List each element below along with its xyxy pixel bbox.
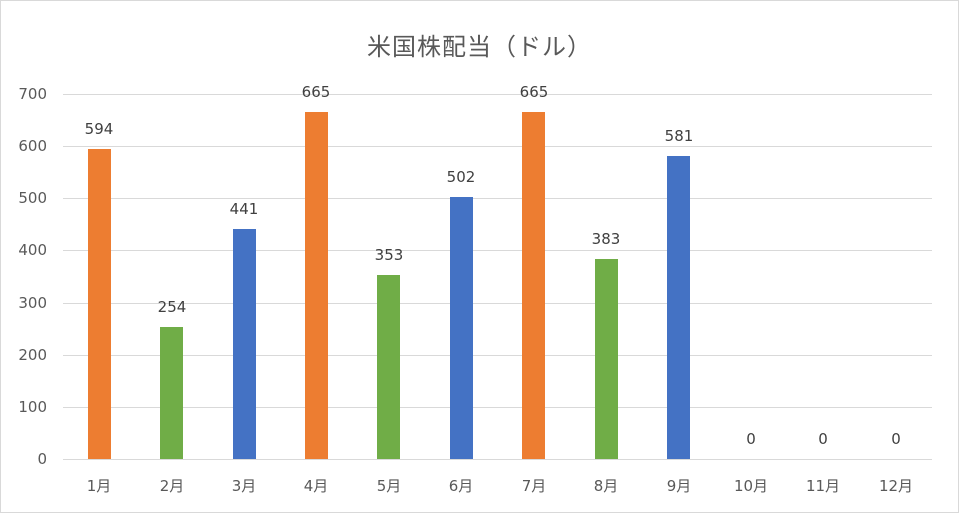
gridline — [63, 198, 932, 199]
data-label: 581 — [664, 127, 694, 145]
data-label: 441 — [229, 200, 259, 218]
bar-8[interactable] — [595, 259, 618, 459]
gridline — [63, 146, 932, 147]
y-axis-tick-label: 600 — [18, 137, 47, 155]
x-axis-tick-label: 7月 — [521, 477, 547, 495]
y-axis-tick-label: 500 — [18, 189, 47, 207]
x-axis-tick-label: 12月 — [878, 477, 914, 495]
x-axis-tick-label: 1月 — [86, 477, 112, 495]
data-label: 383 — [591, 230, 621, 248]
bar-2[interactable] — [160, 327, 183, 459]
data-label: 254 — [157, 298, 187, 316]
y-axis-tick-label: 400 — [18, 241, 47, 259]
data-label: 665 — [519, 83, 549, 101]
x-axis-tick-label: 4月 — [303, 477, 329, 495]
gridline — [63, 355, 932, 356]
x-axis-tick-label: 8月 — [593, 477, 619, 495]
y-axis-tick-label: 0 — [37, 450, 47, 468]
x-axis-tick-label: 3月 — [231, 477, 257, 495]
data-label: 0 — [891, 430, 901, 448]
bar-1[interactable] — [88, 149, 111, 459]
bar-3[interactable] — [233, 229, 256, 459]
x-axis-tick-label: 6月 — [448, 477, 474, 495]
bar-6[interactable] — [450, 197, 473, 459]
data-label: 0 — [818, 430, 828, 448]
data-label: 594 — [84, 120, 114, 138]
x-axis-tick-label: 10月 — [733, 477, 769, 495]
data-label: 502 — [446, 168, 476, 186]
data-label: 353 — [374, 246, 404, 264]
gridline — [63, 407, 932, 408]
chart-title: 米国株配当（ドル） — [367, 33, 592, 61]
gridline — [63, 459, 932, 460]
data-label: 665 — [301, 83, 331, 101]
x-axis-tick-label: 2月 — [159, 477, 185, 495]
gridline — [63, 250, 932, 251]
data-label: 0 — [746, 430, 756, 448]
bar-7[interactable] — [522, 112, 545, 459]
x-axis-tick-label: 9月 — [666, 477, 692, 495]
y-axis-tick-label: 300 — [18, 294, 47, 312]
gridline — [63, 303, 932, 304]
bar-5[interactable] — [377, 275, 400, 459]
bar-4[interactable] — [305, 112, 328, 459]
bar-9[interactable] — [667, 156, 690, 459]
y-axis-tick-label: 100 — [18, 398, 47, 416]
x-axis-tick-label: 5月 — [376, 477, 402, 495]
x-axis-tick-label: 11月 — [805, 477, 841, 495]
y-axis-tick-label: 700 — [18, 85, 47, 103]
gridline — [63, 94, 932, 95]
y-axis-tick-label: 200 — [18, 346, 47, 364]
